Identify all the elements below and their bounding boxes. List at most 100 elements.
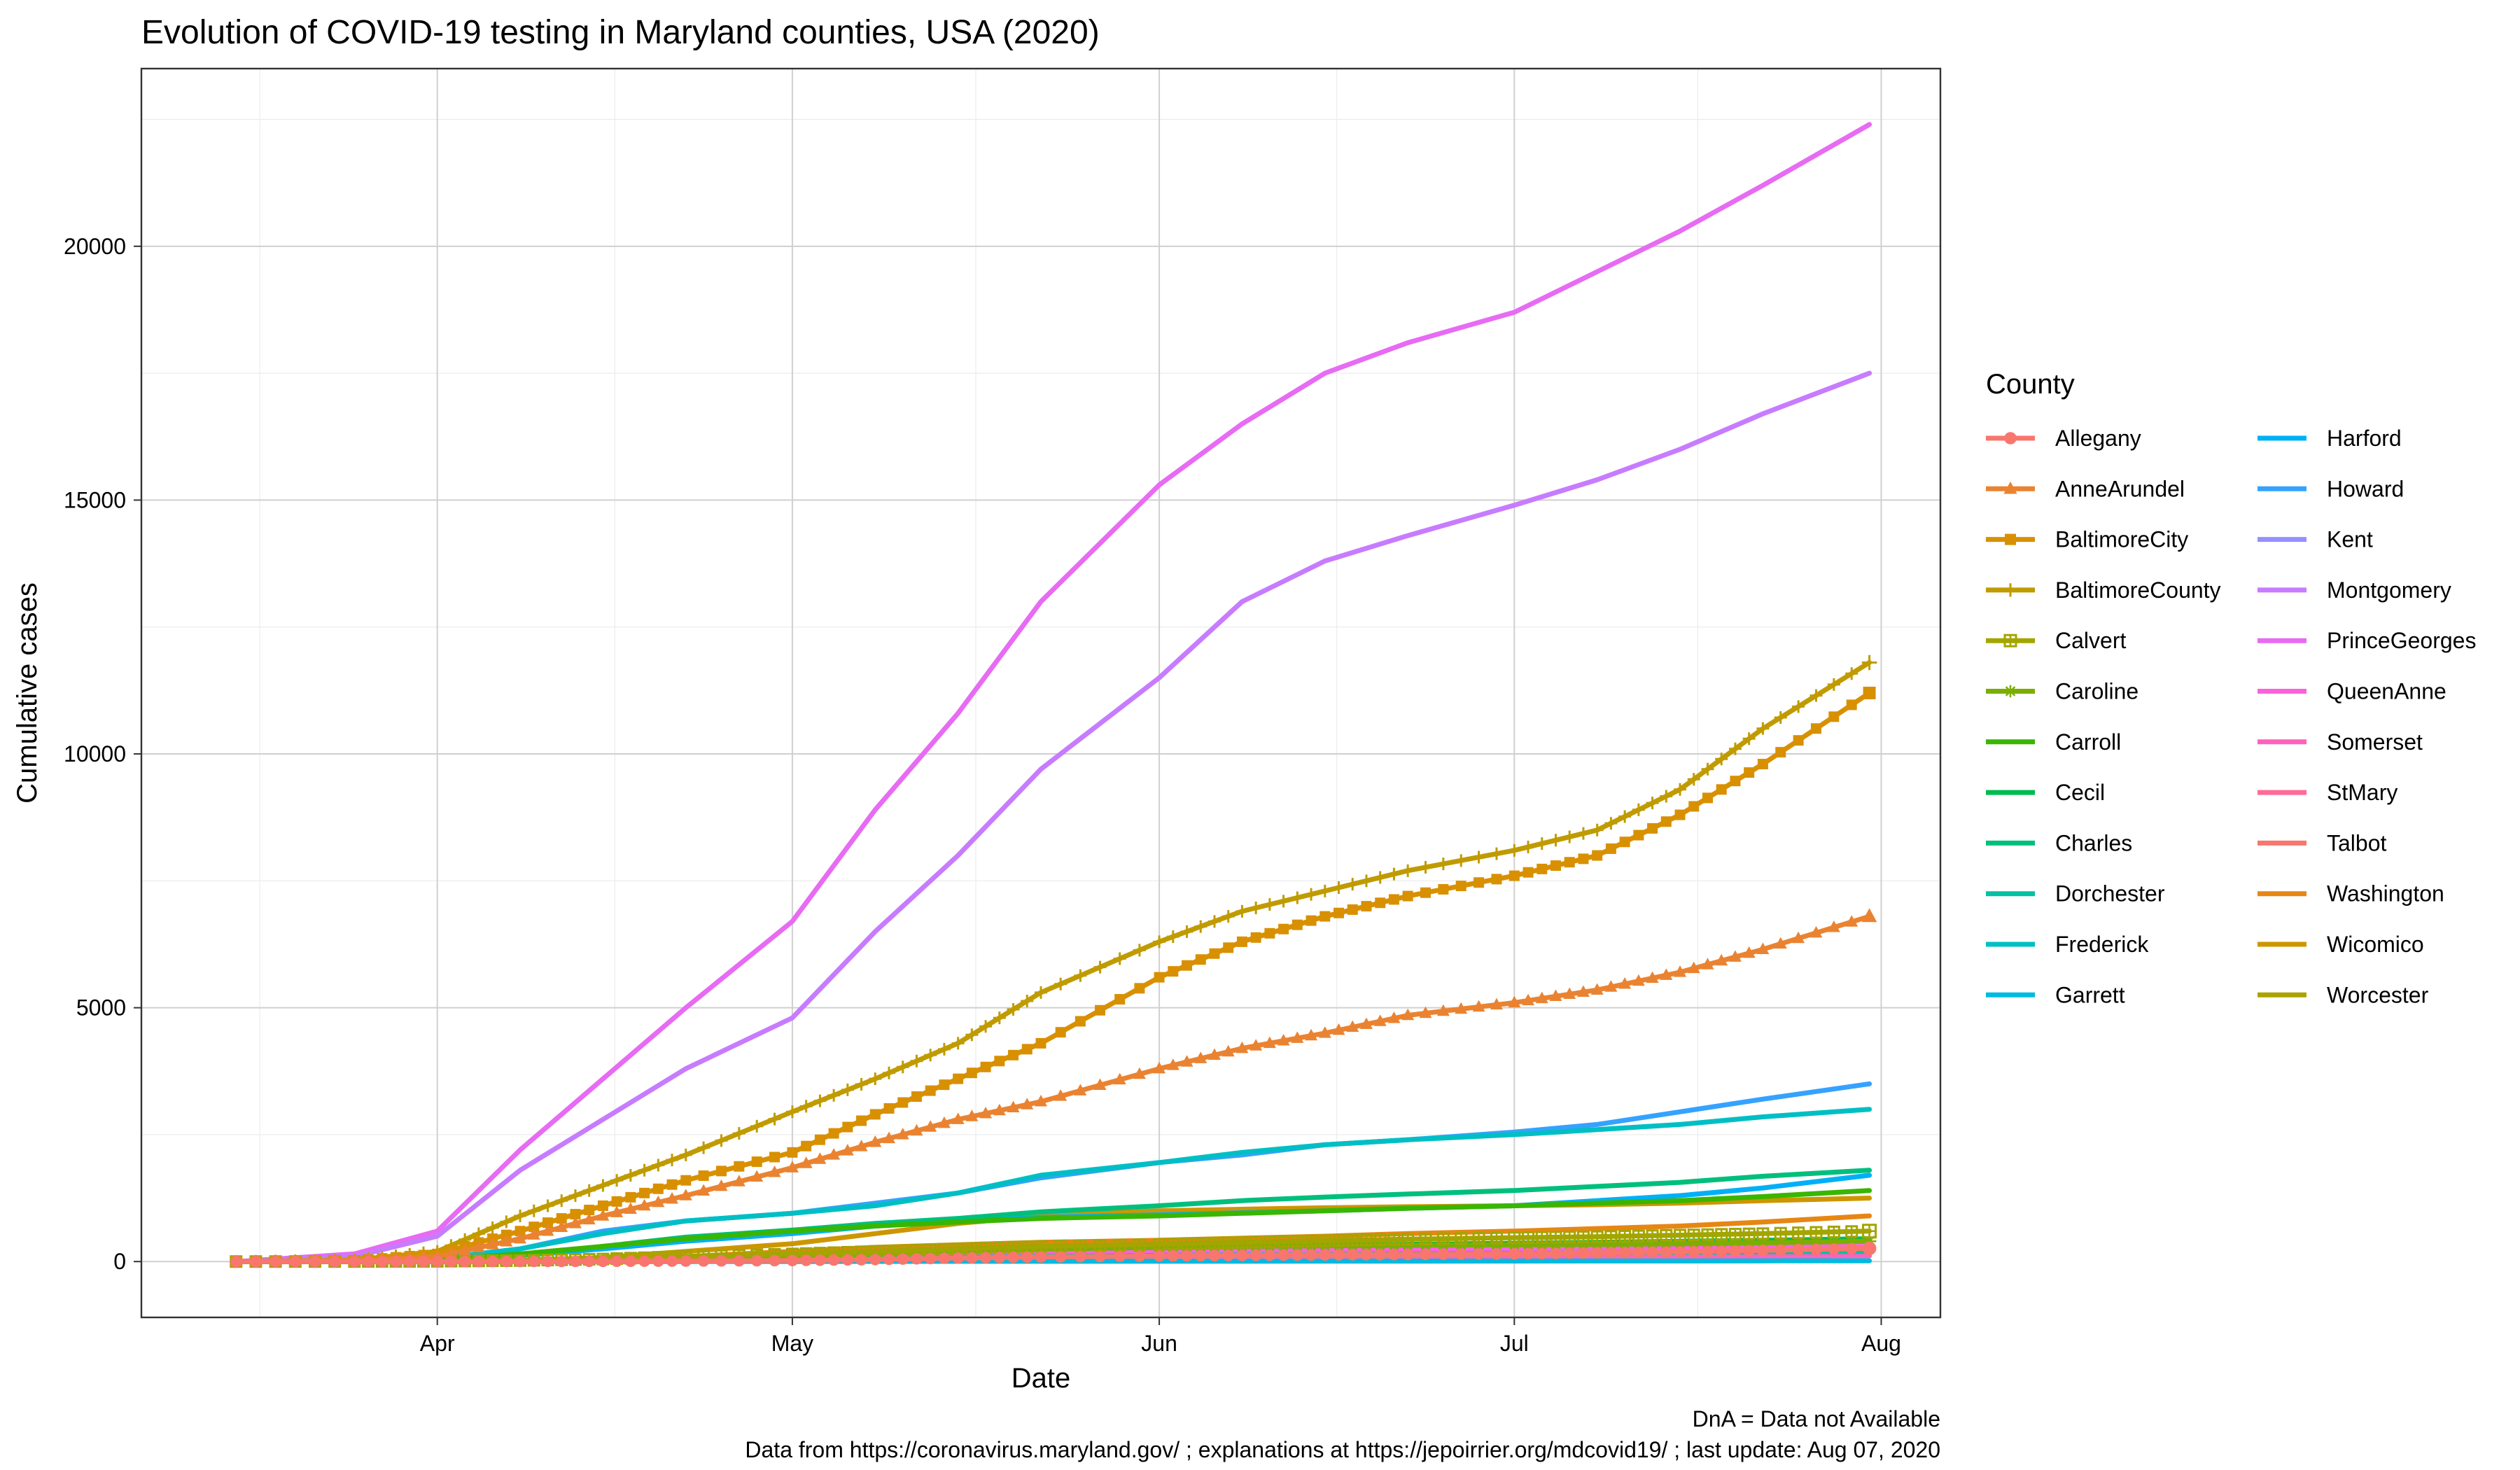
marker-plus — [715, 1134, 728, 1147]
marker-star — [1605, 1238, 1617, 1250]
marker-triangle — [1618, 977, 1632, 989]
marker-plus — [979, 1020, 993, 1033]
legend-label: PrinceGeorges — [2327, 628, 2476, 653]
marker-plus — [697, 1141, 710, 1154]
legend-item-Worcester: Worcester — [2258, 982, 2429, 1007]
marker-square — [769, 1152, 780, 1163]
marker-triangle — [1792, 931, 1805, 944]
marker-square — [842, 1121, 853, 1133]
marker-triangle — [785, 1161, 799, 1172]
marker-square — [1716, 784, 1727, 795]
marker-triangle — [1419, 1006, 1432, 1018]
marker-square — [911, 1091, 922, 1102]
marker-circle — [855, 1254, 867, 1266]
marker-triangle — [541, 1224, 554, 1236]
marker-triangle — [768, 1165, 781, 1177]
marker-triangle — [827, 1148, 841, 1160]
marker-circle — [1792, 1244, 1805, 1256]
marker-circle — [1660, 1246, 1672, 1258]
marker-plus — [965, 1028, 979, 1042]
marker-boxplus-cross — [1388, 1234, 1399, 1245]
marker-plus — [1632, 803, 1645, 816]
marker-star — [1729, 1237, 1742, 1250]
marker-plus — [1861, 654, 1877, 671]
grid — [141, 69, 1940, 1317]
marker-square — [1536, 863, 1548, 874]
marker-boxplus-cross — [1375, 1234, 1386, 1245]
marker-boxplus-cross — [1744, 1228, 1755, 1240]
marker-circle — [1729, 1245, 1742, 1257]
marker-triangle — [910, 1124, 923, 1136]
marker-circle — [569, 1255, 582, 1268]
marker-plus — [624, 1168, 637, 1182]
series-line-Montgomery — [233, 370, 1872, 1264]
marker-boxplus-cross — [1592, 1231, 1603, 1242]
series-Montgomery — [233, 370, 1872, 1264]
marker-square — [1402, 890, 1413, 902]
marker-square — [1154, 972, 1165, 983]
marker-square — [1168, 966, 1179, 977]
marker-plus — [1222, 910, 1235, 923]
marker-plus — [827, 1088, 841, 1102]
marker-triangle — [1728, 950, 1742, 962]
series-line-Carroll — [233, 1188, 1872, 1264]
marker-square — [1074, 1016, 1086, 1027]
marker-plus — [1436, 858, 1450, 871]
marker-circle — [270, 1255, 281, 1268]
marker-plus — [750, 1119, 764, 1133]
marker-plus — [910, 1054, 923, 1068]
marker-plus — [841, 1083, 854, 1096]
marker-square — [856, 1115, 867, 1126]
marker-triangle — [652, 1195, 665, 1208]
marker-star — [1618, 1238, 1631, 1250]
legend-label: Talbot — [2327, 830, 2387, 855]
marker-triangle — [896, 1128, 909, 1140]
legend-item-Carroll: Carroll — [1986, 729, 2121, 755]
marker-circle — [1605, 1247, 1617, 1259]
marker-plus — [1728, 742, 1742, 755]
marker-triangle — [732, 1175, 746, 1186]
marker-star — [1550, 1238, 1562, 1251]
marker-triangle — [1701, 958, 1714, 969]
marker-plus — [1419, 860, 1432, 874]
marker-plus — [555, 1194, 568, 1208]
legend-label: Calvert — [2055, 628, 2126, 653]
marker-square — [801, 1140, 812, 1152]
marker-triangle — [1153, 1061, 1166, 1074]
marker-circle — [1490, 1248, 1503, 1260]
marker-square — [1361, 901, 1372, 912]
marker-square — [1250, 932, 1261, 943]
marker-star — [1522, 1238, 1534, 1251]
legend-item-Cecil: Cecil — [1986, 780, 2105, 805]
marker-circle — [309, 1255, 321, 1268]
marker-plus — [1618, 810, 1632, 823]
marker-triangle — [1646, 971, 1659, 983]
marker-triangle — [514, 1231, 527, 1244]
marker-boxplus-cross — [1264, 1236, 1275, 1247]
marker-plus — [1687, 773, 1700, 786]
marker-circle — [1074, 1250, 1086, 1263]
marker-circle — [486, 1255, 498, 1268]
caption-dna-note: DnA = Data not Available — [1693, 1406, 1940, 1432]
marker-plus — [1809, 689, 1823, 702]
marker-square — [1438, 883, 1449, 895]
marker-star — [1437, 1239, 1450, 1252]
marker-boxplus-cross — [1550, 1231, 1561, 1242]
marker-plus — [1660, 790, 1673, 803]
marker-circle — [869, 1254, 881, 1266]
marker-circle — [952, 1252, 964, 1264]
marker-square — [698, 1170, 709, 1182]
marker-square — [542, 1217, 554, 1228]
marker-circle — [597, 1255, 609, 1268]
marker-triangle — [1021, 1098, 1034, 1110]
marker-plus — [937, 1042, 951, 1056]
marker-plus — [1756, 722, 1770, 735]
marker-square — [584, 1204, 595, 1215]
marker-plus — [799, 1100, 813, 1113]
marker-boxplus-cross — [1491, 1233, 1502, 1244]
marker-square — [980, 1061, 991, 1072]
marker-boxplus-cross — [1021, 1241, 1032, 1252]
y-tick-label: 10000 — [64, 741, 126, 766]
marker-square — [1491, 874, 1502, 885]
